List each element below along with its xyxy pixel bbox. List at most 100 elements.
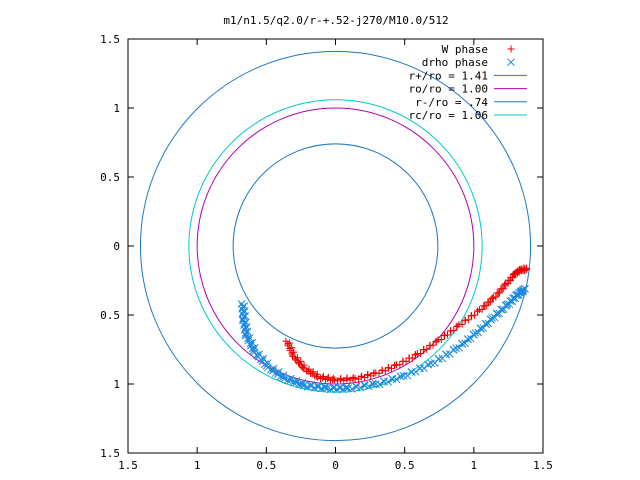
- marker-stroke: [292, 376, 301, 385]
- x-tick-label: 1.5: [118, 459, 138, 472]
- marker-stroke: [269, 364, 278, 373]
- x-tick-label: 1: [471, 459, 478, 472]
- marker-stroke: [484, 319, 493, 328]
- marker-stroke: [521, 284, 529, 293]
- marker-stroke: [466, 334, 475, 343]
- plus-marker: [507, 45, 515, 53]
- marker-stroke: [239, 321, 248, 329]
- plus-marker: [471, 311, 479, 319]
- marker-stroke: [255, 350, 264, 358]
- plus-marker: [488, 294, 496, 302]
- y-tick-label: 1: [113, 378, 120, 391]
- x-marker: [484, 319, 493, 328]
- marker-stroke: [274, 367, 283, 376]
- marker-stroke: [380, 377, 388, 386]
- plus-marker: [478, 305, 486, 313]
- chart-title: m1/n1.5/q2.0/r-+.52-j270/M10.0/512: [223, 14, 448, 27]
- x-tick-label: 0.5: [256, 459, 276, 472]
- x-marker: [249, 346, 258, 355]
- x-marker: [286, 374, 295, 383]
- marker-stroke: [246, 339, 255, 348]
- marker-stroke: [344, 384, 352, 392]
- marker-stroke: [286, 374, 295, 383]
- marker-stroke: [263, 359, 272, 368]
- axis-ticks: 1.5 1 0.5 0 0.5 1 1.51.510.500.511.5: [100, 33, 553, 472]
- x-marker: [356, 383, 365, 392]
- x-marker: [424, 360, 433, 369]
- plus-marker: [444, 331, 452, 339]
- plus-marker: [337, 375, 345, 383]
- x-marker: [321, 384, 329, 392]
- y-tick-label: 0.5: [100, 171, 120, 184]
- plus-marker: [464, 316, 472, 324]
- plus-marker: [437, 336, 445, 344]
- legend-label: W phase: [442, 43, 488, 56]
- marker-stroke: [463, 335, 472, 343]
- marker-stroke: [388, 375, 397, 383]
- marker-stroke: [286, 376, 295, 385]
- marker-stroke: [244, 336, 253, 345]
- y-tick-label: 0.5: [100, 309, 120, 322]
- circle-curve: [139, 50, 532, 442]
- plus-marker: [388, 364, 396, 372]
- plus-marker: [501, 281, 509, 289]
- marker-stroke: [384, 378, 392, 386]
- marker-stroke: [298, 380, 306, 389]
- y-tick-label: 1: [113, 102, 120, 115]
- legend-label: drho phase: [422, 56, 488, 69]
- plus-marker: [486, 298, 494, 306]
- data-series: [237, 264, 530, 394]
- plus-marker: [522, 265, 530, 273]
- marker-stroke: [307, 382, 315, 391]
- marker-stroke: [369, 380, 377, 389]
- scatter-series: [237, 284, 529, 394]
- x-marker: [375, 380, 384, 389]
- circle-curve: [232, 143, 439, 349]
- marker-stroke: [360, 381, 369, 390]
- legend-label: rc/ro = 1.06: [409, 109, 488, 122]
- marker-stroke: [457, 339, 466, 348]
- x-tick-label: 1.5: [533, 459, 553, 472]
- marker-stroke: [507, 58, 515, 67]
- marker-stroke: [392, 375, 401, 384]
- marker-stroke: [248, 344, 257, 353]
- plus-marker: [314, 373, 322, 381]
- plus-marker: [299, 364, 307, 372]
- y-tick-label: 1.5: [100, 33, 120, 46]
- marker-stroke: [241, 331, 250, 340]
- y-tick-label: 0: [113, 240, 120, 253]
- marker-stroke: [329, 384, 338, 392]
- marker-stroke: [396, 372, 405, 381]
- plus-marker: [329, 374, 337, 382]
- scatter-series: [282, 264, 530, 385]
- marker-stroke: [348, 385, 356, 393]
- marker-stroke: [298, 378, 307, 387]
- marker-stroke: [292, 378, 300, 387]
- x-marker: [392, 375, 401, 384]
- plus-marker: [288, 351, 296, 359]
- x-marker: [449, 345, 458, 354]
- x-marker: [396, 372, 405, 381]
- marker-stroke: [455, 343, 464, 352]
- plus-marker: [402, 357, 410, 365]
- x-marker: [384, 378, 392, 386]
- marker-stroke: [323, 384, 332, 392]
- x-tick-label: 0.5: [395, 459, 415, 472]
- marker-stroke: [371, 380, 380, 388]
- x-marker: [369, 380, 377, 389]
- plus-marker: [482, 302, 490, 310]
- x-marker: [442, 350, 450, 359]
- marker-stroke: [519, 285, 527, 294]
- marker-stroke: [335, 384, 344, 392]
- plus-marker: [417, 349, 425, 357]
- marker-stroke: [352, 383, 361, 391]
- x-marker: [292, 376, 301, 385]
- plus-marker: [423, 345, 431, 353]
- plus-marker: [381, 367, 389, 375]
- x-marker: [455, 343, 464, 352]
- marker-stroke: [249, 346, 258, 355]
- marker-stroke: [279, 371, 288, 379]
- legend-label: ro/ro = 1.00: [409, 83, 488, 96]
- plus-marker: [364, 371, 371, 379]
